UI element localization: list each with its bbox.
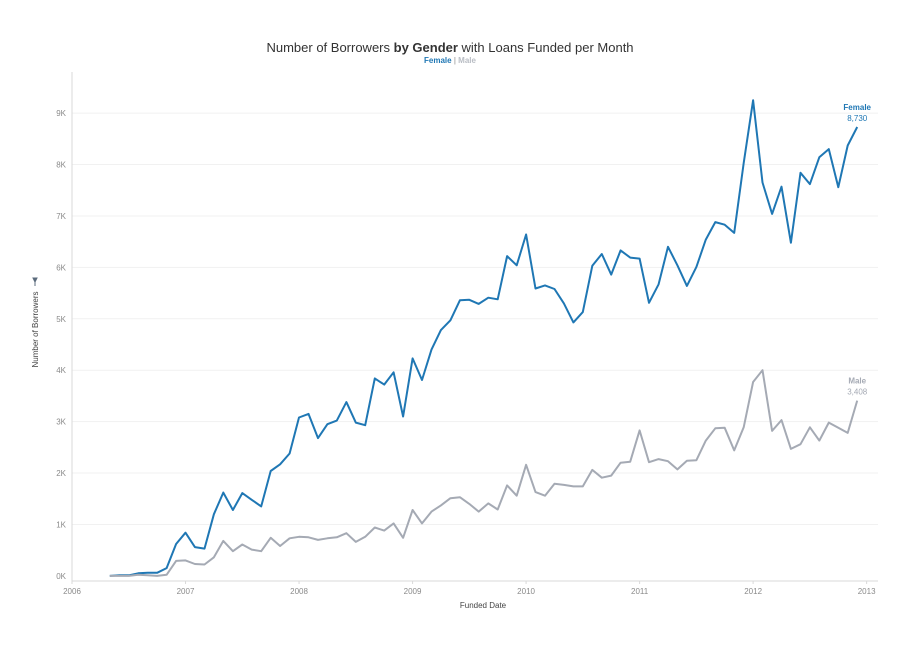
title-suffix: with Loans Funded per Month xyxy=(457,40,634,55)
legend-male[interactable]: Male xyxy=(458,56,476,65)
y-tick-label: 5K xyxy=(56,315,66,324)
series-line-male xyxy=(109,369,859,577)
y-tick-label: 9K xyxy=(56,109,66,118)
x-tick-label: 2012 xyxy=(744,587,762,596)
y-tick-label: 8K xyxy=(56,161,66,170)
legend: Female | Male xyxy=(0,56,900,65)
legend-separator: | xyxy=(453,56,456,65)
x-tick-label: 2011 xyxy=(631,587,649,596)
y-tick-label: 7K xyxy=(56,212,66,221)
x-tick-label: 2013 xyxy=(858,587,876,596)
x-tick-label: 2006 xyxy=(63,587,81,596)
x-tick-label: 2007 xyxy=(177,587,195,596)
end-label-name: Female xyxy=(843,103,871,112)
end-label-value: 3,408 xyxy=(847,388,868,397)
x-tick-label: 2010 xyxy=(517,587,535,596)
sort-icon xyxy=(32,277,38,286)
legend-female[interactable]: Female xyxy=(424,56,452,65)
series-line-female xyxy=(109,99,859,577)
y-tick-label: 1K xyxy=(56,520,66,529)
x-tick-label: 2009 xyxy=(404,587,422,596)
y-tick-label: 4K xyxy=(56,366,66,375)
x-axis-title: Funded Date xyxy=(460,601,507,610)
y-tick-label: 2K xyxy=(56,469,66,478)
chart-title: Number of Borrowers by Gender with Loans… xyxy=(0,40,900,55)
y-tick-label: 6K xyxy=(56,263,66,272)
end-label-name: Male xyxy=(848,377,866,386)
y-tick-label: 0K xyxy=(56,572,66,581)
y-tick-label: 3K xyxy=(56,418,66,427)
title-bold: by Gender xyxy=(393,40,458,55)
title-prefix: Number of Borrowers xyxy=(266,40,394,55)
x-tick-label: 2008 xyxy=(290,587,308,596)
end-label-value: 8,730 xyxy=(847,114,868,123)
y-axis-title: Number of Borrowers xyxy=(31,291,40,367)
